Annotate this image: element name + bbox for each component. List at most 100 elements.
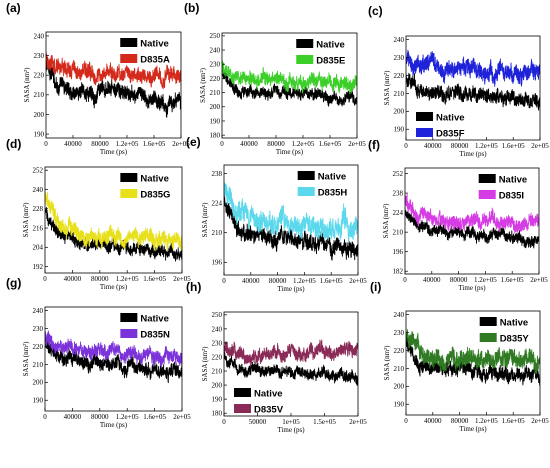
x-axis-title: Time (ps) <box>100 148 128 156</box>
y-tick-label: 230 <box>210 61 221 69</box>
series-line-d835g <box>45 191 182 252</box>
series-group <box>224 339 358 386</box>
legend-swatch-d835a <box>120 54 138 63</box>
y-axis-title: SASA (nm²) <box>383 70 391 106</box>
y-tick-label: 230 <box>212 339 223 347</box>
series-line-d835v <box>224 339 358 367</box>
y-tick-label: 200 <box>212 381 223 389</box>
plot-frame <box>404 167 540 275</box>
x-tick-label: 80000 <box>267 140 285 148</box>
y-tick-label: 204 <box>33 244 44 252</box>
y-tick-label: 230 <box>33 325 44 333</box>
x-axis-title: Time (ps) <box>100 421 128 429</box>
plot-frame <box>44 306 183 412</box>
x-tick-label: 0 <box>43 275 47 283</box>
panel-b: (b) 0 40000 80000 1.2e+05 1.6e+05 2e+05 180 190 2… <box>184 1 366 156</box>
legend-swatch-d835y <box>479 333 497 342</box>
legend-label: D835H <box>318 188 348 199</box>
x-tick-label: 1.2e+05 <box>474 276 497 284</box>
legend-swatch-native <box>478 174 496 183</box>
y-tick-label: 190 <box>34 130 45 138</box>
legend-label: D835Y <box>500 334 530 345</box>
legend-label: Native <box>140 174 169 185</box>
series-line-native <box>46 56 181 118</box>
y-tick-label: 240 <box>33 307 44 315</box>
x-tick-label: 1.6e+05 <box>143 275 166 283</box>
y-axis-title: SASA (nm²) <box>382 203 390 239</box>
x-tick-label: 1.6e+05 <box>319 140 342 148</box>
x-tick-label: 1.2e+05 <box>116 413 139 421</box>
series-group <box>406 49 540 111</box>
x-tick-label: 2e+05 <box>349 418 367 426</box>
panel-g: (g) 0 40000 80000 1.2e+05 1.6e+05 2e+05 190 200 2… <box>6 276 191 429</box>
panel-label: (g) <box>6 276 21 290</box>
y-tick-label: 230 <box>394 329 405 337</box>
legend-label: Native <box>254 389 283 400</box>
y-tick-label: 220 <box>212 353 223 361</box>
panel-d: (d) 0 40000 80000 1.2e+05 1.6e+05 2e+05 192 204 2… <box>6 137 191 291</box>
y-tick-label: 228 <box>33 205 44 213</box>
x-tick-label: 40000 <box>64 275 82 283</box>
legend-label: D835V <box>254 405 284 416</box>
x-tick-label: 40000 <box>423 276 441 284</box>
y-tick-label: 210 <box>394 365 405 373</box>
plot-frame <box>405 35 541 141</box>
y-tick-label: 200 <box>33 379 44 387</box>
series-line-d835h <box>224 182 358 243</box>
y-tick-label: 210 <box>34 91 45 99</box>
x-tick-label: 1.6e+05 <box>320 277 343 285</box>
plot-frame <box>44 166 183 274</box>
x-tick-label: 1.2e+05 <box>475 417 498 425</box>
x-axis-title: Time (ps) <box>458 284 486 292</box>
series-line-d835a <box>46 53 181 90</box>
series-line-d835f <box>406 49 540 87</box>
series-line-native <box>222 65 357 107</box>
plot-frame <box>221 32 358 139</box>
x-tick-label: 0 <box>43 413 47 421</box>
legend-label: Native <box>436 113 465 124</box>
y-tick-label: 224 <box>393 209 404 217</box>
y-tick-label: 200 <box>210 103 221 111</box>
y-tick-label: 238 <box>393 190 404 198</box>
y-tick-label: 200 <box>394 383 405 391</box>
y-tick-label: 190 <box>212 396 223 404</box>
legend-label: Native <box>140 314 169 325</box>
series-group <box>405 193 539 249</box>
x-tick-label: 50000 <box>249 418 267 426</box>
x-tick-label: 0 <box>222 277 226 285</box>
panel-label: (b) <box>184 1 199 15</box>
panel-h: (h) 0 50000 1e+05 1.5e+05 2e+05 180 190 200 210 22… <box>186 280 367 434</box>
y-tick-label: 196 <box>212 259 223 267</box>
y-tick-label: 190 <box>210 117 221 125</box>
panel-a: (a) 0 40000 80000 1.2e+05 1.6e+05 2e+05 190 200 2… <box>6 1 190 156</box>
plot-frame <box>223 164 359 276</box>
legend-swatch-native <box>296 39 314 48</box>
x-tick-label: 80000 <box>91 413 109 421</box>
y-tick-label: 200 <box>34 111 45 119</box>
x-tick-label: 80000 <box>269 277 287 285</box>
panel-c: (c) 0 40000 80000 1.2e+05 1.6e+05 2e+05 190 200 2… <box>368 4 549 158</box>
x-tick-label: 40000 <box>64 140 82 148</box>
series-line-native <box>224 348 358 386</box>
series-line-native <box>224 194 358 261</box>
legend-label: D835I <box>499 191 524 202</box>
series-group <box>222 60 357 107</box>
legend-swatch-d835g <box>120 189 138 198</box>
y-tick-label: 224 <box>212 199 223 207</box>
legend-swatch-native <box>120 38 138 47</box>
x-tick-label: 1.2e+05 <box>292 140 315 148</box>
series-group <box>406 327 540 386</box>
series-group <box>45 330 182 384</box>
x-tick-label: 0 <box>222 418 226 426</box>
x-tick-label: 40000 <box>424 142 442 150</box>
y-tick-label: 240 <box>212 325 223 333</box>
legend-label: Native <box>500 318 529 329</box>
x-tick-label: 1.2e+05 <box>475 142 498 150</box>
legend-swatch-d835e <box>296 55 314 64</box>
legend-swatch-d835f <box>416 128 433 137</box>
y-tick-label: 180 <box>210 132 221 140</box>
x-axis-title: Time (ps) <box>277 426 305 434</box>
series-group <box>46 53 181 118</box>
